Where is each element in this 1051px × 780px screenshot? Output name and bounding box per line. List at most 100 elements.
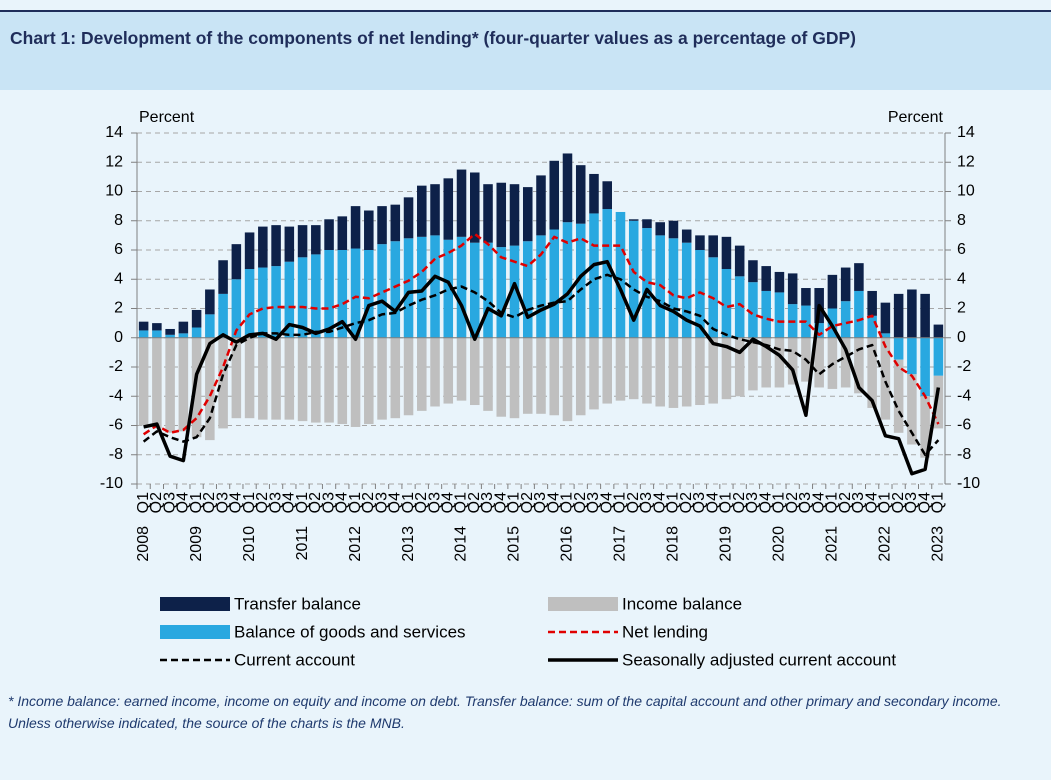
bar: [456, 169, 467, 237]
bar: [721, 337, 732, 400]
year-label: 2009: [188, 526, 205, 562]
chart: -10 -8 -6 -4 -2 0 2 4 6 8 10 12 14 -10 -8 -6 -4 -2 0 2 4 6 8 10…: [100, 109, 980, 669]
x-tick-label: Q1: [400, 492, 417, 513]
legend-swatch: [160, 597, 230, 611]
bar: [734, 337, 745, 397]
bar: [721, 236, 732, 270]
bar: [907, 337, 917, 375]
bar: [615, 337, 626, 401]
bar: [152, 323, 162, 331]
bar: [178, 321, 189, 334]
bar: [496, 182, 507, 248]
bar: [390, 241, 401, 338]
x-tick-label: Q4: [545, 492, 562, 513]
bar: [774, 271, 785, 293]
bar: [549, 229, 560, 338]
bar: [271, 266, 281, 338]
bar: [311, 337, 321, 423]
x-tick-label: Q4: [492, 492, 509, 513]
bar: [536, 337, 546, 414]
bar: [589, 213, 599, 338]
bar: [681, 229, 692, 243]
bar: [417, 236, 427, 338]
bar: [218, 337, 228, 429]
source-note: Unless otherwise indicated, the source o…: [8, 715, 405, 731]
y-tick-label: -2: [109, 358, 123, 375]
bar: [218, 293, 228, 338]
bar: [840, 301, 851, 338]
x-tick-label: Q2: [360, 492, 377, 513]
x-tick-label: Q2: [148, 492, 165, 513]
year-label: 2012: [347, 526, 364, 562]
bar: [443, 337, 454, 404]
bar: [297, 337, 308, 422]
x-tick-label: Q1: [506, 492, 523, 513]
y-tick-label: -6: [109, 417, 123, 434]
year-label: 2010: [241, 526, 258, 562]
bar: [655, 222, 665, 236]
y2-tick-label: -10: [957, 475, 980, 492]
bar: [801, 288, 811, 306]
x-tick-label: Q2: [254, 492, 271, 513]
y2-tick-label: 8: [957, 212, 966, 229]
y2-tick-label: 10: [957, 183, 975, 200]
year-label: 2022: [877, 526, 894, 562]
legend-label: Seasonally adjusted current account: [622, 650, 896, 669]
y-tick-label: -4: [109, 387, 123, 404]
bar: [231, 279, 242, 338]
x-tick-label: Q3: [373, 492, 390, 513]
bar: [814, 323, 824, 338]
bar: [258, 337, 268, 420]
x-tick-label: Q3: [744, 492, 761, 513]
bar: [403, 238, 414, 338]
x-tick-label: Q3: [638, 492, 655, 513]
legend-label: Balance of goods and services: [234, 622, 466, 641]
bar: [364, 210, 374, 250]
x-tick-label: Q1: [241, 492, 258, 513]
bar: [496, 337, 507, 417]
bar: [231, 244, 242, 280]
x-tick-label: Q3: [426, 492, 443, 513]
x-tick-label: Q4: [387, 492, 404, 513]
legend-label: Income balance: [622, 594, 742, 613]
bar: [443, 178, 454, 240]
bar: [509, 245, 520, 338]
bar: [417, 185, 427, 237]
bar: [681, 337, 692, 407]
bar: [496, 247, 507, 338]
bar: [470, 337, 480, 406]
notes: * Income balance: earned income, income …: [8, 690, 1051, 734]
x-tick-label: Q4: [651, 492, 668, 513]
x-tick-label: Q2: [307, 492, 324, 513]
bar: [417, 337, 427, 411]
y2-tick-label: -2: [957, 358, 971, 375]
bar: [244, 337, 255, 419]
bar: [324, 337, 334, 423]
bar: [324, 250, 334, 338]
bar: [549, 337, 560, 416]
bar: [893, 337, 904, 360]
bar: [589, 337, 599, 410]
bar: [205, 289, 215, 315]
x-tick-label: Q1: [188, 492, 205, 513]
y2-tick-label: -6: [957, 417, 971, 434]
bar: [377, 337, 387, 420]
bar: [165, 337, 175, 433]
bar: [787, 337, 798, 385]
bar: [920, 396, 930, 458]
x-tick-label: Q1: [612, 492, 629, 513]
bar: [297, 257, 308, 338]
bar: [297, 225, 308, 258]
year-label: 2023: [930, 526, 947, 562]
bar: [284, 226, 295, 262]
bar: [668, 337, 679, 408]
bar: [470, 172, 480, 243]
y2-tick-label: 12: [957, 153, 975, 170]
bar: [602, 181, 612, 210]
bar: [880, 337, 891, 420]
x-tick-label: Q4: [916, 492, 933, 513]
year-label: 2015: [506, 526, 523, 562]
bar: [668, 238, 679, 338]
bar: [483, 184, 493, 243]
